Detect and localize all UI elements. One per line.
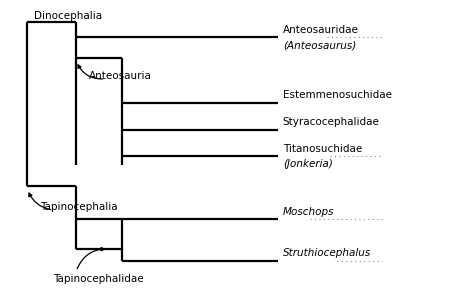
Text: Titanosuchidae: Titanosuchidae	[283, 144, 362, 154]
Text: Tapinocephalidae: Tapinocephalidae	[54, 274, 144, 284]
Text: Styracocephalidae: Styracocephalidae	[283, 117, 380, 127]
Text: Anteosauridae: Anteosauridae	[283, 25, 359, 35]
Text: Anteosauria: Anteosauria	[89, 71, 152, 81]
Text: Estemmenosuchidae: Estemmenosuchidae	[283, 91, 392, 100]
Text: Tapinocephalia: Tapinocephalia	[40, 202, 118, 212]
Text: (Jonkeria): (Jonkeria)	[283, 159, 333, 169]
Text: Moschops: Moschops	[283, 207, 334, 217]
Text: Struthiocephalus: Struthiocephalus	[283, 248, 371, 258]
Text: Dinocephalia: Dinocephalia	[34, 11, 102, 21]
Text: (Anteosaurus): (Anteosaurus)	[283, 40, 356, 50]
